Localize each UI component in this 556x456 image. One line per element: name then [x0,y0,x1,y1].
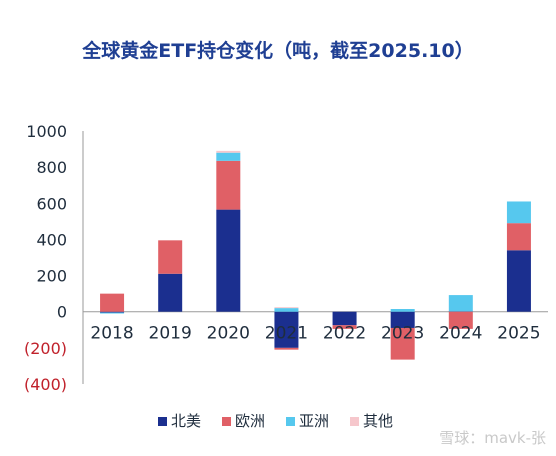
y-tick-label: (200) [24,339,67,358]
bar-asia-2023 [390,309,415,312]
bar-asia-2020 [216,152,241,161]
x-tick-label: 2022 [323,324,366,344]
y-tick-label: 600 [36,194,67,213]
x-tick-label: 2018 [90,324,133,344]
bars [100,150,531,360]
legend-label-asia: 亚洲 [299,412,329,430]
bar-europe-2020 [216,160,241,210]
x-tick-label: 2024 [439,324,482,344]
axes: 1000 800 600 400 200 0 (200) (400) [24,122,548,394]
x-tick-label: 2023 [381,324,424,344]
x-tick-label: 2019 [149,324,192,344]
bar-europe-2025 [506,223,531,251]
bar-asia-2024 [448,295,473,312]
bar-north_america-2019 [158,273,183,312]
labels: 2018 2019 2020 2021 2022 2023 2024 2025 [90,324,540,344]
legend-swatch-asia [286,417,295,426]
y-tick-label: 1000 [26,122,67,141]
bar-asia-2018 [100,312,125,314]
x-tick-label: 2020 [207,324,250,344]
bar-europe-2023 [390,327,415,360]
legend-swatch-europe [222,417,231,426]
bar-north_america-2021 [274,311,299,348]
bar-north_america-2018 [100,311,125,313]
y-tick-label: 0 [57,303,67,322]
chart-title: 全球黄金ETF持仓变化（吨，截至2025.10） [82,40,474,62]
legend: 北美 欧洲 亚洲 其他 [158,412,393,430]
y-tick-label: 800 [36,158,67,177]
watermark: 雪球：mavk-张 [439,429,546,447]
bar-north_america-2023 [390,311,415,328]
y-tick-label: 200 [36,267,67,286]
bar-asia-2021 [274,308,299,312]
bar-north_america-2020 [216,209,241,312]
bar-europe-2019 [158,240,183,274]
bar-europe-2021 [274,347,299,350]
x-tick-label: 2025 [497,324,540,344]
bar-north_america-2022 [332,311,357,326]
bar-europe-2024 [448,311,473,329]
bar-other-2020 [216,150,241,153]
legend-swatch-other [350,417,359,426]
bar-north_america-2024 [448,311,473,312]
bar-europe-2022 [332,325,357,329]
x-tick-label: 2021 [265,324,308,344]
legend-label-north_america: 北美 [171,412,201,430]
bar-other-2021 [274,307,299,309]
bar-europe-2018 [100,293,125,312]
y-tick-label: (400) [24,375,67,394]
bar-north_america-2025 [506,250,531,312]
bar-asia-2025 [506,201,531,224]
y-tick-label: 400 [36,230,67,249]
legend-swatch-north_america [158,417,167,426]
legend-label-europe: 欧洲 [235,412,265,430]
legend-label-other: 其他 [363,412,393,430]
